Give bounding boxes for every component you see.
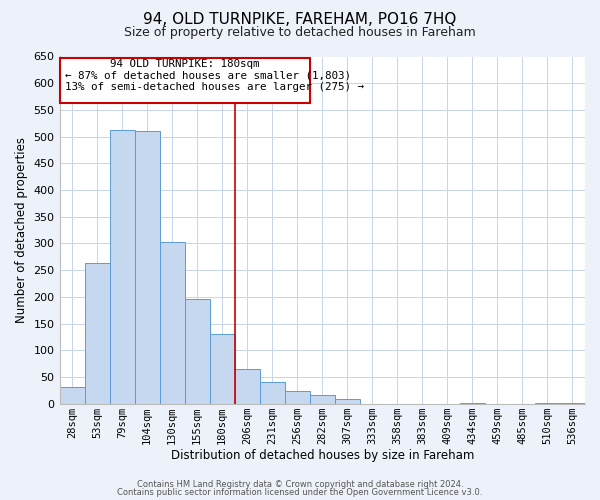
Bar [185,299,209,404]
Text: 94, OLD TURNPIKE, FAREHAM, PO16 7HQ: 94, OLD TURNPIKE, FAREHAM, PO16 7HQ [143,12,457,28]
Text: Size of property relative to detached houses in Fareham: Size of property relative to detached ho… [124,26,476,39]
Y-axis label: Number of detached properties: Number of detached properties [15,137,28,323]
Bar [134,132,160,404]
Text: 13% of semi-detached houses are larger (275) →: 13% of semi-detached houses are larger (… [65,82,364,92]
Bar [209,334,235,404]
FancyBboxPatch shape [59,58,310,103]
Text: ← 87% of detached houses are smaller (1,803): ← 87% of detached houses are smaller (1,… [65,70,350,80]
Bar [460,402,485,404]
Bar [310,395,335,404]
Bar [560,402,585,404]
X-axis label: Distribution of detached houses by size in Fareham: Distribution of detached houses by size … [170,450,474,462]
Bar [285,391,310,404]
Text: Contains HM Land Registry data © Crown copyright and database right 2024.: Contains HM Land Registry data © Crown c… [137,480,463,489]
Bar [85,263,110,404]
Bar [260,382,285,404]
Bar [535,402,560,404]
Bar [235,369,260,404]
Bar [160,242,185,404]
Text: 94 OLD TURNPIKE: 180sqm: 94 OLD TURNPIKE: 180sqm [110,59,259,69]
Text: Contains public sector information licensed under the Open Government Licence v3: Contains public sector information licen… [118,488,482,497]
Bar [110,130,134,404]
Bar [335,400,360,404]
Bar [59,386,85,404]
